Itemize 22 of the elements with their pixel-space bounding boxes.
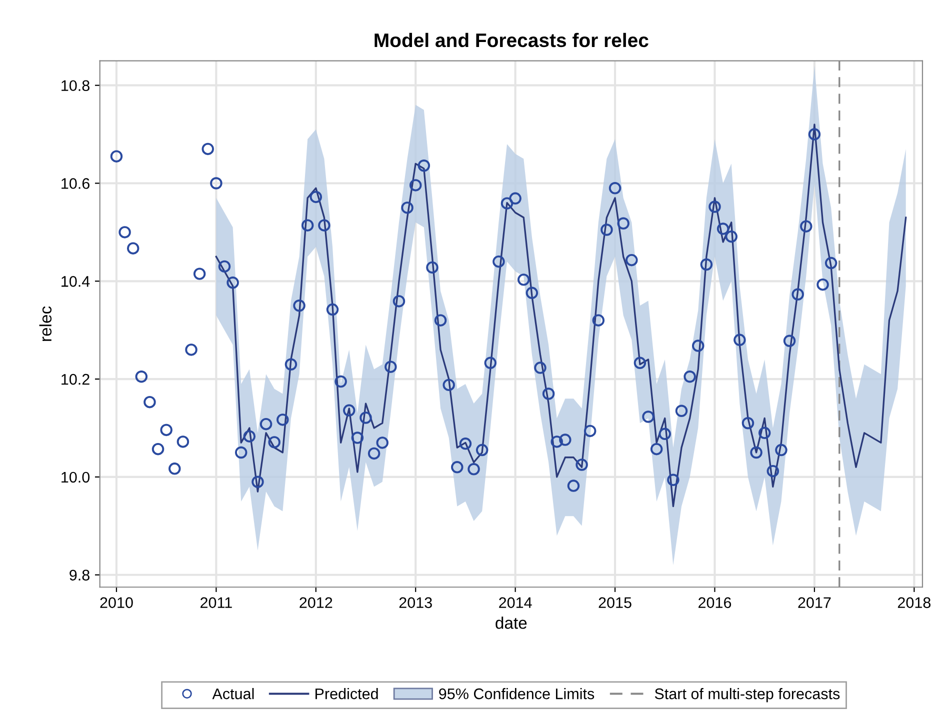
- legend-label: Start of multi-step forecasts: [654, 688, 840, 702]
- y-tick-label: 10.2: [62, 374, 90, 385]
- y-tick-label: 9.8: [70, 570, 90, 581]
- x-tick-label: 2011: [200, 597, 232, 608]
- x-tick-label: 2018: [898, 597, 930, 608]
- y-tick-label: 10.8: [62, 80, 90, 92]
- text: 95% Confidence Limits: [439, 688, 594, 700]
- x-tick-label: 2015: [598, 597, 632, 608]
- y-tick-label: 10.4: [62, 276, 90, 287]
- x-tick-label: 2013: [399, 597, 432, 608]
- y-tick-label: 10.6: [62, 178, 90, 189]
- chart-title: Model and Forecasts for relec: [374, 32, 648, 48]
- x-tick-label: 2010: [100, 597, 133, 608]
- x-tick-label: 2012: [300, 597, 332, 608]
- legend-label: Predicted: [316, 688, 378, 700]
- x-tick-label: 2017: [798, 597, 831, 608]
- legend-label: Actual: [212, 688, 254, 700]
- y-tick-label: 10.0: [62, 472, 90, 483]
- y-axis-title: relec: [39, 306, 52, 341]
- x-tick-label: 2014: [499, 597, 532, 608]
- x-axis-title: date: [496, 616, 527, 629]
- x-tick-label: 2016: [698, 597, 732, 608]
